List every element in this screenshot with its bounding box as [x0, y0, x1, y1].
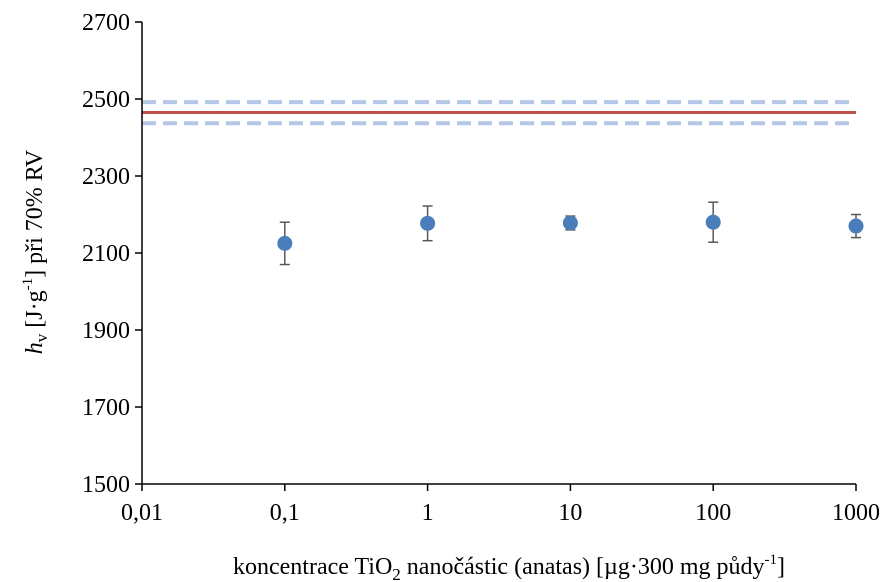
y-tick-label: 2700: [82, 10, 130, 36]
data-point: [562, 215, 578, 231]
data-layer: [277, 201, 864, 266]
x-tick-label: 0,01: [121, 500, 163, 526]
x-axis-title: koncentrace TiO2 nanočástic (anatas) [µg…: [233, 552, 785, 582]
y-tick-label: 2300: [82, 164, 130, 190]
x-tick-label: 0,1: [270, 500, 300, 526]
data-point: [420, 215, 436, 231]
y-tick-label: 2100: [82, 241, 130, 267]
x-tick-label: 100: [695, 500, 731, 526]
x-tick-label: 1: [422, 500, 434, 526]
axes-layer: [141, 22, 856, 485]
y-tick-label: 1900: [82, 318, 130, 344]
x-tick-label: 10: [558, 500, 582, 526]
data-point: [277, 235, 293, 251]
y-tick-label: 1700: [82, 395, 130, 421]
y-tick-label: 1500: [82, 472, 130, 498]
x-tick-label: 1000: [832, 500, 880, 526]
data-point: [705, 214, 721, 230]
y-tick-label: 2500: [82, 87, 130, 113]
ticks-layer: 1500 1700 1900 2100 2300 2500 2700 0,01 0,1 1 10 10…: [82, 10, 880, 526]
y-axis-title: hv [J·g-1] při 70% RV: [20, 149, 51, 354]
reference-layer: [142, 100, 856, 126]
data-point: [848, 218, 864, 234]
